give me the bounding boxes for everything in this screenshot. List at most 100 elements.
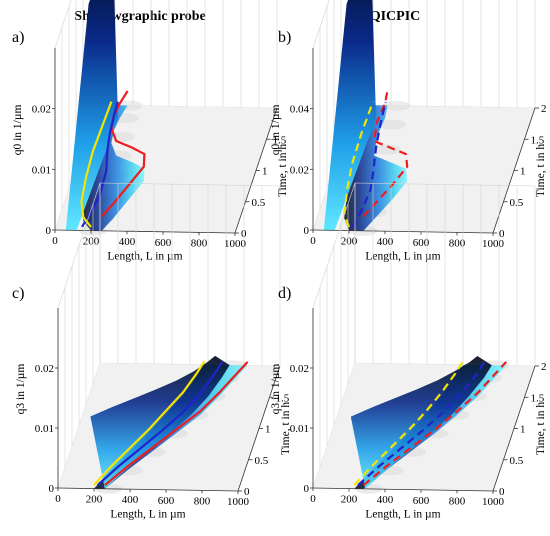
- column-title-qicpic: QICPIC: [370, 9, 421, 24]
- blue-curve: [96, 360, 224, 486]
- time-axis-label: Time, t in h: [535, 144, 547, 198]
- time-tick-label: 2: [541, 103, 547, 115]
- x-axis-label: Length, L in µm: [365, 251, 440, 263]
- x-tick-label: 200: [341, 494, 358, 506]
- panel-label: c): [12, 285, 24, 302]
- z-tick-label: 0.02: [35, 363, 54, 375]
- z-tick-label: 0.02: [290, 363, 309, 375]
- x-tick-label: 0: [52, 235, 58, 247]
- time-axis-label: Time, t in h: [280, 402, 292, 456]
- time-tick-label: 0.5: [510, 455, 524, 467]
- time-tick-label: 1.5: [531, 134, 545, 146]
- distribution-shadow: [373, 144, 402, 155]
- distribution-shadow: [377, 119, 406, 130]
- time-tick-label: 0: [499, 486, 505, 498]
- blue-curve: [357, 360, 486, 486]
- chart-panel-3: 0 200 400 600 800 100000.511.500.010.02Length…: [12, 182, 292, 521]
- chart-panel-2: 0 200 400 600 800 100000.511.5200.020.04Lengt…: [270, 0, 547, 263]
- time-tick-label: 1: [520, 424, 526, 436]
- x-tick-label: 400: [119, 236, 136, 248]
- x-tick-label: 600: [155, 237, 172, 249]
- axes: 0 200 400 600 800 100000.511.5200.020.04Lengt…: [270, 48, 547, 263]
- axes: 0 200 400 600 800 100000.511.500.010.02Length…: [15, 308, 292, 521]
- z-tick-label: 0.01: [290, 423, 309, 435]
- distribution-shadow: [382, 100, 411, 111]
- z-tick-label: 0.01: [32, 164, 51, 176]
- x-tick-label: 200: [86, 494, 103, 506]
- distribution-peak: [350, 356, 492, 489]
- yellow-curve: [93, 360, 206, 486]
- time-tick-label: 1.5: [531, 392, 545, 404]
- time-tick-label: 1: [265, 424, 271, 436]
- x-tick-label: 1000: [227, 496, 250, 508]
- x-axis-label: Length, L in µm: [110, 509, 185, 521]
- time-tick-label: 0.5: [252, 197, 266, 209]
- time-tick-label: 1.5: [273, 134, 287, 146]
- x-tick-label: 600: [158, 495, 175, 507]
- blue-curve: [81, 101, 119, 228]
- z-tick-label: 0: [49, 483, 55, 495]
- panels: 0 200 400 600 800 100000.511.500.010.02Length…: [12, 0, 547, 521]
- x-axis-label: Length, L in µm: [107, 251, 182, 263]
- distribution-peak: [65, 0, 118, 231]
- x-tick-label: 800: [191, 237, 208, 249]
- z-tick-label: 0: [304, 225, 310, 237]
- yellow-curve: [80, 101, 113, 228]
- z-axis-label: q3 in 1/µm: [270, 364, 282, 415]
- time-tick-label: 0.5: [255, 455, 269, 467]
- panel-label: b): [278, 29, 291, 46]
- x-tick-label: 200: [341, 236, 358, 248]
- x-tick-label: 400: [122, 494, 139, 506]
- distribution-peak: [90, 355, 230, 489]
- x-tick-label: 400: [377, 236, 394, 248]
- axes: 0 200 400 600 800 100000.511.5200.010.02Lengt…: [270, 308, 547, 521]
- time-tick-label: 1: [262, 166, 268, 178]
- panel-label: a): [12, 29, 24, 46]
- red-curve: [362, 361, 508, 487]
- panel-label: d): [278, 285, 291, 302]
- yellow-curve: [353, 360, 464, 486]
- distribution-peak: [323, 0, 376, 231]
- z-tick-label: 0: [304, 483, 310, 495]
- red-curve: [362, 90, 409, 218]
- chart-panel-4: 0 200 400 600 800 100000.511.5200.010.02Lengt…: [270, 182, 547, 521]
- z-axis-label: q0 in 1/µm: [270, 104, 282, 155]
- red-curve: [104, 361, 249, 487]
- z-tick-label: 0: [46, 225, 52, 237]
- time-tick-label: 1.5: [276, 392, 290, 404]
- z-axis-label: q0 in 1/µm: [12, 104, 24, 155]
- z-tick-label: 0.04: [290, 104, 310, 116]
- x-tick-label: 1000: [482, 496, 505, 508]
- grid: [57, 182, 281, 489]
- x-tick-label: 0: [310, 235, 316, 247]
- x-axis: [57, 487, 239, 492]
- x-axis: [312, 487, 494, 492]
- x-tick-label: 600: [413, 495, 430, 507]
- time-tick-label: 2: [541, 361, 547, 373]
- time-tick-label: 0: [244, 486, 250, 498]
- x-tick-label: 1000: [224, 238, 247, 250]
- axes: 0 200 400 600 800 100000.511.500.010.02Length…: [12, 48, 289, 263]
- x-axis-label: Length, L in µm: [365, 509, 440, 521]
- z-tick-label: 0.02: [290, 164, 309, 176]
- x-tick-label: 200: [83, 236, 100, 248]
- z-tick-label: 0.02: [32, 104, 51, 116]
- z-axis-label: q3 in 1/µm: [15, 364, 27, 415]
- time-tick-label: 0.5: [510, 197, 524, 209]
- x-tick-label: 800: [194, 495, 211, 507]
- time-tick-label: 0: [499, 228, 505, 240]
- x-tick-label: 800: [449, 495, 466, 507]
- time-axis-label: Time, t in h: [535, 402, 547, 456]
- x-tick-label: 800: [449, 237, 466, 249]
- grid: [312, 182, 536, 489]
- x-tick-label: 600: [413, 237, 430, 249]
- chart-panel-1: 0 200 400 600 800 100000.511.500.010.02Length…: [12, 0, 289, 263]
- blue-curve: [351, 101, 387, 228]
- x-axis: [54, 229, 236, 234]
- z-tick-label: 0.01: [35, 423, 54, 435]
- x-tick-label: 400: [377, 494, 394, 506]
- distribution-surface: [344, 105, 408, 231]
- time-axis-label: Time, t in h: [277, 144, 289, 198]
- time-tick-label: 1: [520, 166, 526, 178]
